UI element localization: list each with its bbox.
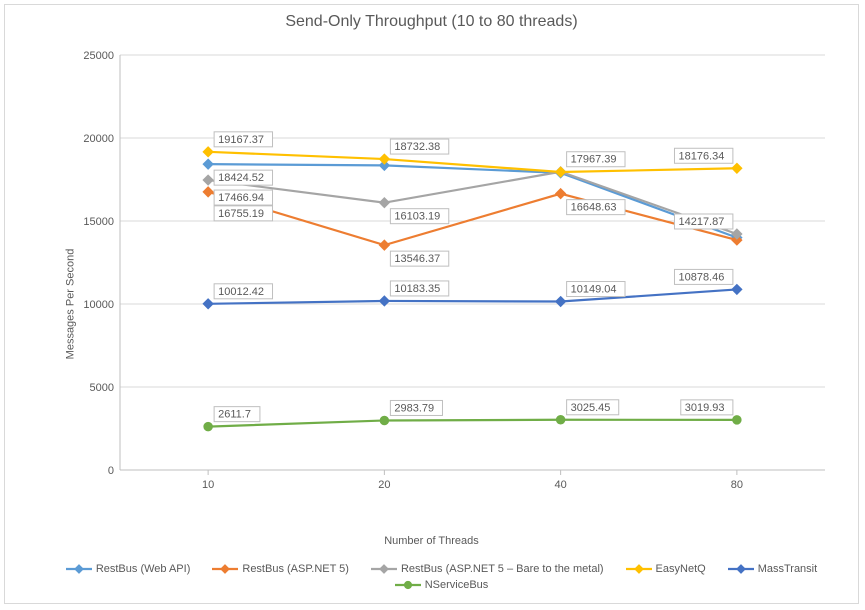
svg-text:3025.45: 3025.45 xyxy=(571,402,611,414)
svg-text:10149.04: 10149.04 xyxy=(571,284,617,296)
svg-text:10: 10 xyxy=(202,479,214,491)
svg-text:18424.52: 18424.52 xyxy=(218,172,264,184)
legend-label: RestBus (ASP.NET 5 – Bare to the metal) xyxy=(401,563,604,575)
svg-text:16755.19: 16755.19 xyxy=(218,208,264,220)
svg-text:3019.93: 3019.93 xyxy=(685,402,725,414)
legend-item: EasyNetQ xyxy=(626,563,706,575)
svg-text:10878.46: 10878.46 xyxy=(678,271,724,283)
legend-label: EasyNetQ xyxy=(656,563,706,575)
legend-label: MassTransit xyxy=(758,563,818,575)
svg-text:0: 0 xyxy=(108,465,114,477)
svg-text:40: 40 xyxy=(555,479,567,491)
svg-text:10000: 10000 xyxy=(83,299,114,311)
x-axis-title: Number of Threads xyxy=(384,535,479,547)
svg-text:25000: 25000 xyxy=(83,50,114,62)
legend-item: RestBus (ASP.NET 5) xyxy=(212,563,349,575)
svg-text:20000: 20000 xyxy=(83,133,114,145)
plot-area: 0 5000 10000 15000 20000 25000 10 20 40 80 18424.5… xyxy=(75,50,835,500)
svg-text:80: 80 xyxy=(731,479,743,491)
svg-text:13546.37: 13546.37 xyxy=(394,253,440,265)
legend-label: RestBus (ASP.NET 5) xyxy=(242,563,349,575)
svg-text:10012.42: 10012.42 xyxy=(218,286,264,298)
legend-item: NServiceBus xyxy=(395,579,489,591)
legend-item: RestBus (ASP.NET 5 – Bare to the metal) xyxy=(371,563,604,575)
svg-text:18732.38: 18732.38 xyxy=(394,141,440,153)
legend-item: MassTransit xyxy=(728,563,818,575)
plot-svg: 0 5000 10000 15000 20000 25000 10 20 40 80 18424.5… xyxy=(75,50,835,500)
svg-text:16648.63: 16648.63 xyxy=(571,202,617,214)
svg-text:20: 20 xyxy=(378,479,390,491)
legend-label: NServiceBus xyxy=(425,579,489,591)
svg-text:2983.79: 2983.79 xyxy=(394,402,434,414)
svg-text:14217.87: 14217.87 xyxy=(678,216,724,228)
svg-text:17967.39: 17967.39 xyxy=(571,154,617,166)
svg-text:16103.19: 16103.19 xyxy=(394,211,440,223)
legend-item: RestBus (Web API) xyxy=(66,563,191,575)
chart-frame: Send-Only Throughput (10 to 80 threads) … xyxy=(4,4,859,604)
legend: RestBus (Web API) RestBus (ASP.NET 5) Rest… xyxy=(35,561,848,593)
svg-text:15000: 15000 xyxy=(83,216,114,228)
svg-text:5000: 5000 xyxy=(90,382,114,394)
legend-label: RestBus (Web API) xyxy=(96,563,191,575)
svg-text:18176.34: 18176.34 xyxy=(678,150,724,162)
svg-text:2611.7: 2611.7 xyxy=(218,409,251,421)
svg-text:19167.37: 19167.37 xyxy=(218,134,264,146)
chart-title: Send-Only Throughput (10 to 80 threads) xyxy=(5,13,858,31)
svg-text:10183.35: 10183.35 xyxy=(394,283,440,295)
svg-text:17466.94: 17466.94 xyxy=(218,192,264,204)
